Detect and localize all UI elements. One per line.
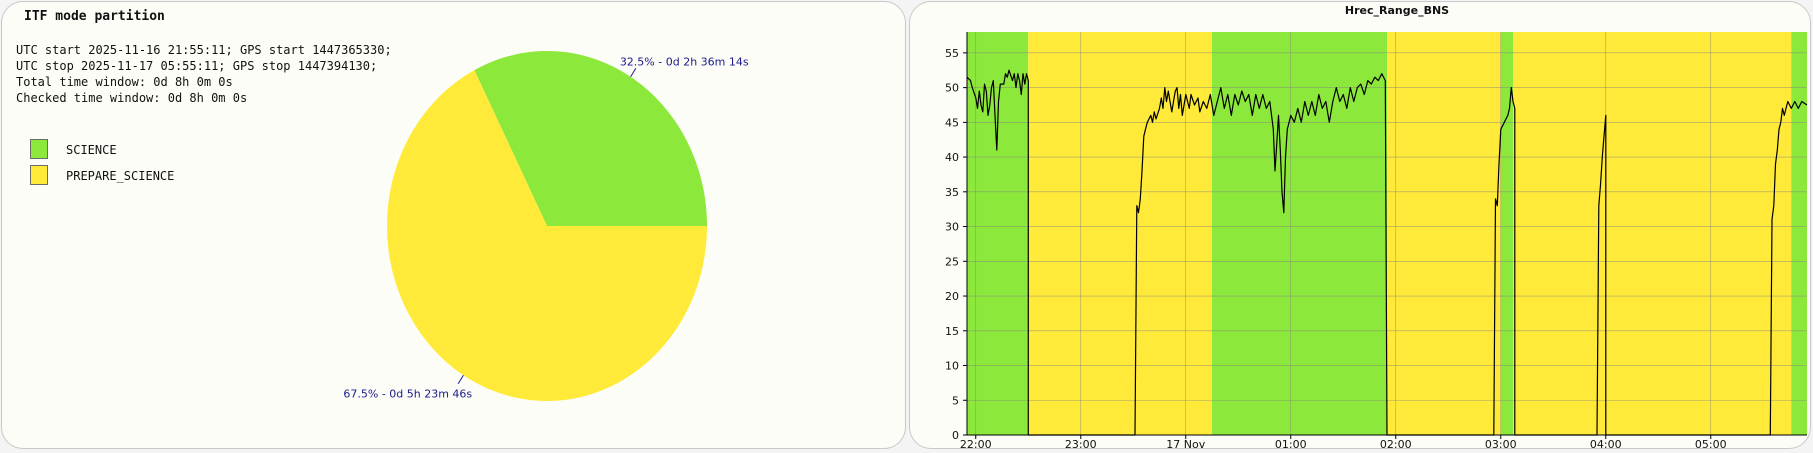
state-band-1 bbox=[1028, 32, 1212, 435]
state-band-5 bbox=[1513, 32, 1792, 435]
y-tick-label-10: 50 bbox=[945, 82, 959, 95]
x-tick-label-0: 22:00 bbox=[960, 438, 992, 449]
pie-panel: ITF mode partition UTC start 2025-11-16 … bbox=[1, 1, 906, 449]
pie-chart: 32.5% - 0d 2h 36m 14s 67.5% - 0d 5h 23m 4… bbox=[343, 51, 749, 401]
y-tick-label-9: 45 bbox=[945, 116, 959, 129]
x-tick-label-3: 01:00 bbox=[1275, 438, 1307, 449]
y-tick-label-1: 5 bbox=[952, 394, 959, 407]
x-tick-label-2: 17 Nov bbox=[1166, 438, 1205, 449]
legend-label-prepare-science: PREPARE_SCIENCE bbox=[66, 169, 175, 183]
pie-panel-title: ITF mode partition bbox=[24, 9, 165, 24]
pie-label-leader-prepare-science bbox=[457, 374, 464, 384]
x-tick-label-5: 03:00 bbox=[1485, 438, 1517, 449]
x-tick-label-7: 05:00 bbox=[1695, 438, 1727, 449]
info-total-window: Total time window: 0d 8h 0m 0s bbox=[16, 75, 233, 89]
info-utc-stop: UTC stop 2025-11-17 05:55:11; GPS stop 1… bbox=[16, 59, 378, 73]
state-band-3 bbox=[1387, 32, 1501, 435]
y-tick-label-3: 15 bbox=[945, 325, 959, 338]
info-utc-start: UTC start 2025-11-16 21:55:11; GPS start… bbox=[16, 43, 392, 57]
line-chart-title: Hrec_Range_BNS bbox=[1345, 4, 1449, 17]
pie-label-leader-science bbox=[630, 68, 637, 78]
y-tick-label-0: 0 bbox=[952, 429, 959, 442]
line-chart: Hrec_Range_BNS 22:00 23:00 17 Nov 01:00 02:00… bbox=[945, 4, 1808, 449]
state-band-2 bbox=[1212, 32, 1387, 435]
y-tick-label-4: 20 bbox=[945, 290, 959, 303]
state-band-4 bbox=[1500, 32, 1513, 435]
x-tick-label-6: 04:00 bbox=[1590, 438, 1622, 449]
state-band-0 bbox=[967, 32, 1029, 435]
pie-slice-science bbox=[474, 51, 707, 227]
line-panel: Hrec_Range_BNS 22:00 23:00 17 Nov 01:00 02:00… bbox=[909, 1, 1811, 449]
y-tick-label-6: 30 bbox=[945, 221, 959, 234]
pie-label-prepare-science: 67.5% - 0d 5h 23m 46s bbox=[343, 388, 472, 401]
pie-slice-prepare-science bbox=[387, 70, 707, 401]
y-tick-label-5: 25 bbox=[945, 255, 959, 268]
y-tick-label-8: 40 bbox=[945, 151, 959, 164]
y-tick-label-2: 10 bbox=[945, 360, 959, 373]
x-tick-label-1: 23:00 bbox=[1065, 438, 1097, 449]
legend-swatch-prepare-science bbox=[30, 165, 48, 185]
info-checked-window: Checked time window: 0d 8h 0m 0s bbox=[16, 91, 248, 105]
legend-swatch-science bbox=[30, 139, 48, 159]
state-band-6 bbox=[1791, 32, 1807, 435]
legend-label-science: SCIENCE bbox=[66, 143, 117, 157]
series-hrec-range-bns-line bbox=[966, 69, 1808, 436]
pie-label-science: 32.5% - 0d 2h 36m 14s bbox=[620, 55, 749, 68]
y-tick-label-7: 35 bbox=[945, 186, 959, 199]
x-tick-label-4: 02:00 bbox=[1380, 438, 1412, 449]
y-tick-label-11: 55 bbox=[945, 47, 959, 60]
